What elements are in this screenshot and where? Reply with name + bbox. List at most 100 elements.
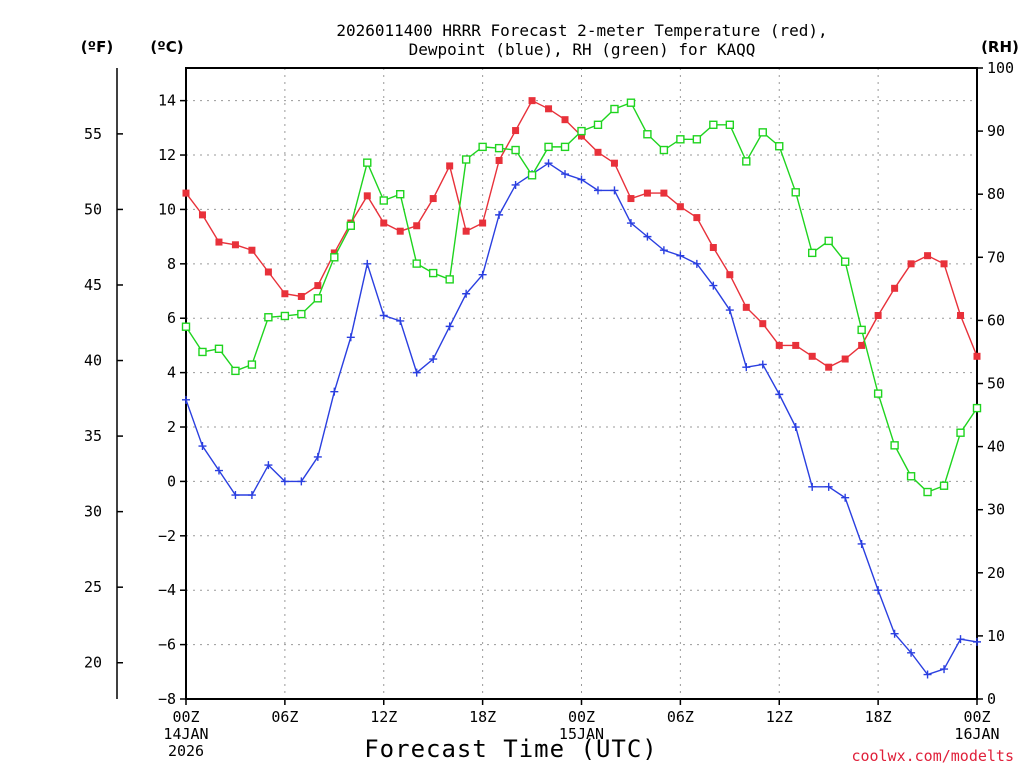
temperature-point <box>643 189 651 197</box>
data-series <box>181 97 982 679</box>
temperature-point <box>594 148 602 156</box>
rh-point <box>725 120 735 129</box>
rh-point <box>593 120 603 129</box>
rh-tick-label: 40 <box>987 438 1005 456</box>
rh-point <box>544 142 553 152</box>
rh-tick-label: 80 <box>987 185 1005 203</box>
celsius-tick-label: −2 <box>158 527 176 545</box>
dewpoint-point <box>297 477 306 486</box>
dewpoint-point <box>890 629 899 638</box>
rh-point <box>297 309 306 319</box>
temperature-point <box>561 116 569 124</box>
time-tick-label: 00Z <box>963 708 990 726</box>
temperature-point <box>775 341 783 349</box>
dewpoint-point <box>478 270 487 279</box>
gridlines <box>186 68 977 700</box>
celsius-tick-label: −4 <box>158 581 176 599</box>
rh-point <box>445 275 454 284</box>
dewpoint-point <box>379 311 388 320</box>
rh-point <box>577 126 586 136</box>
dewpoint-point <box>808 482 817 491</box>
temperature-point <box>264 268 272 276</box>
dewpoint-point <box>973 637 981 646</box>
rh-point <box>824 236 833 246</box>
celsius-tick-label: 2 <box>167 418 176 436</box>
dewpoint-point <box>511 180 520 189</box>
temperature-point <box>742 303 750 311</box>
rh-point <box>396 189 405 199</box>
temperature-point <box>676 203 684 211</box>
time-tick-label: 06Z <box>667 708 694 726</box>
dewpoint-point <box>198 442 207 451</box>
temperature-point <box>578 132 585 140</box>
rh-point <box>775 142 784 151</box>
time-tick-label: 06Z <box>271 708 298 726</box>
rh-point <box>972 403 982 413</box>
temperature-point <box>281 290 289 298</box>
temperature-point <box>891 284 899 292</box>
dewpoint-point <box>231 491 240 500</box>
rh-point <box>709 120 718 129</box>
temperature-point <box>693 214 701 222</box>
temperature-point <box>297 292 305 300</box>
rh-point <box>560 142 570 152</box>
dewpoint-point <box>643 232 652 241</box>
time-tick-label: 12Z <box>766 708 793 726</box>
temperature-point <box>413 222 421 230</box>
rh-point <box>330 253 339 262</box>
celsius-axis-unit: (ºC) <box>150 38 183 56</box>
time-tick-label: 00Z <box>172 708 199 726</box>
rh-tick-label: 100 <box>987 59 1014 77</box>
rh-point <box>939 481 949 490</box>
time-tick-label: 16JAN <box>954 725 999 743</box>
rh-point <box>692 135 702 144</box>
temperature-point <box>248 246 256 254</box>
rh-point <box>676 135 685 144</box>
rh-point <box>758 128 767 137</box>
fahrenheit-tick-label: 20 <box>84 654 102 672</box>
dewpoint-point <box>280 477 289 486</box>
dewpoint-point <box>412 368 421 377</box>
dewpoint-point <box>346 333 355 342</box>
rh-point <box>956 428 965 437</box>
temperature-point <box>446 162 454 170</box>
time-tick-label: 14JAN <box>163 725 208 743</box>
rh-point <box>840 257 850 266</box>
rh-point <box>511 145 520 155</box>
dewpoint-point <box>247 491 256 500</box>
axes: −8 −6 −4 −2 0 2 4 6 8 10 12 14 20 25 30 35 40 45 50 55 0 10 20… <box>84 59 1014 760</box>
dewpoint-point <box>593 186 602 195</box>
celsius-tick-label: 0 <box>167 472 176 490</box>
temperature-point <box>545 105 553 113</box>
celsius-tick-label: −6 <box>158 636 176 654</box>
rh-point <box>461 155 471 164</box>
dewpoint-point <box>610 186 619 195</box>
temperature-point <box>709 244 717 252</box>
rh-point <box>181 322 191 331</box>
dewpoint-point <box>214 466 223 475</box>
rh-point <box>808 248 817 258</box>
dewpoint-point <box>923 670 932 679</box>
dewpoint-point <box>363 259 372 268</box>
rh-point <box>857 325 866 335</box>
temperature-point <box>495 156 503 164</box>
rh-tick-label: 90 <box>987 122 1005 140</box>
temperature-point <box>330 249 338 257</box>
time-tick-label: 18Z <box>865 708 892 726</box>
celsius-tick-label: 6 <box>167 309 176 327</box>
temperature-point <box>479 219 487 227</box>
temperature-point <box>610 159 618 167</box>
rh-point <box>923 487 932 497</box>
time-tick-label: 15JAN <box>559 725 604 743</box>
rh-point <box>198 347 207 357</box>
rh-point <box>346 221 355 230</box>
temperature-point <box>512 127 520 135</box>
rh-point <box>890 441 899 450</box>
rh-point <box>428 268 438 278</box>
temperature-point <box>825 363 833 371</box>
rh-point <box>478 142 487 152</box>
rh-point <box>873 389 883 398</box>
rh-tick-label: 20 <box>987 564 1005 582</box>
fahrenheit-tick-label: 35 <box>84 427 102 445</box>
